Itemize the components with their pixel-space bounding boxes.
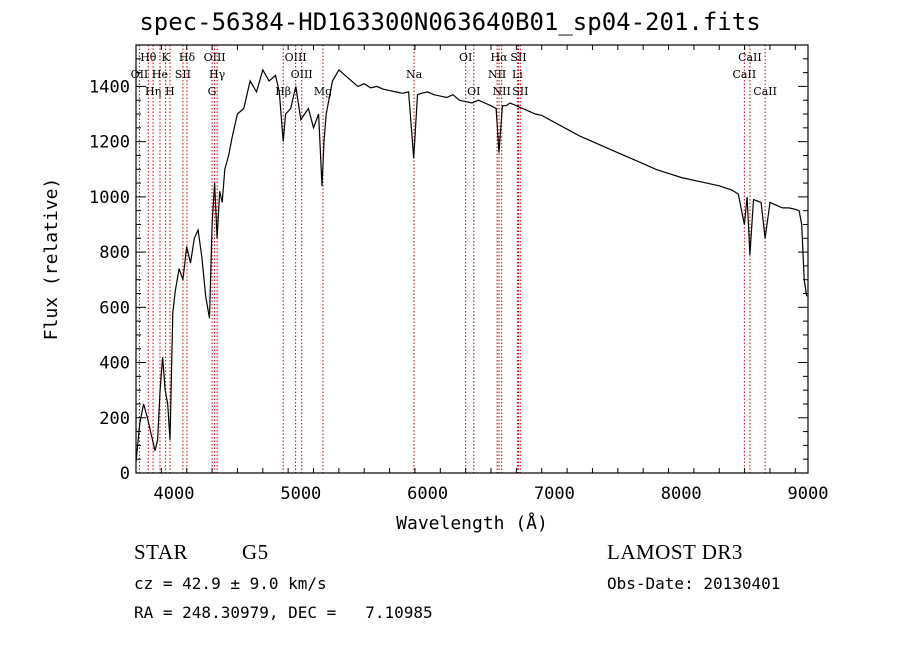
x-axis-label: Wavelength (Å): [396, 512, 548, 534]
redshift-text: cz = 42.9 ± 9.0 km/s: [134, 574, 327, 593]
line-label: Hα: [490, 51, 508, 64]
line-label: Hθ: [140, 51, 157, 64]
spectral-line-markers: [138, 45, 766, 473]
line-label: CaII: [733, 68, 757, 81]
line-label: G: [208, 85, 217, 98]
line-label: OIII: [204, 51, 226, 64]
x-tick-label: 9000: [788, 484, 829, 504]
coordinates-text: RA = 248.30979, DEC = 7.10985: [134, 603, 433, 622]
obs-date-text: Obs-Date: 20130401: [607, 574, 781, 593]
line-label: OI: [467, 85, 480, 98]
y-tick-label: 1000: [89, 188, 130, 208]
line-label: K: [162, 51, 171, 64]
y-tick-label: 0: [120, 464, 130, 484]
y-axis-label: Flux (relative): [41, 178, 62, 341]
x-tick-label: 7000: [534, 484, 575, 504]
line-label: OI: [459, 51, 472, 64]
line-label: NII: [493, 85, 511, 98]
line-label: H: [165, 85, 175, 98]
object-subclass: G5: [242, 540, 269, 564]
y-tick-label: 400: [99, 354, 130, 374]
line-label: CaII: [753, 85, 777, 98]
x-tick-label: 6000: [407, 484, 448, 504]
line-label: OIII: [291, 68, 313, 81]
spectrum-series-line: [135, 68, 808, 463]
line-label: He: [152, 68, 168, 81]
y-tick-label: 200: [99, 409, 130, 429]
line-label: SII: [175, 68, 191, 81]
line-label: SII: [510, 51, 526, 64]
x-tick-label: 8000: [661, 484, 702, 504]
x-axis-ticks: 4000 5000 6000 7000 8000 9000: [135, 45, 829, 504]
line-label: Na: [406, 68, 423, 81]
line-label: Hγ: [209, 68, 226, 81]
plot-frame: [135, 44, 809, 474]
x-tick-label: 4000: [154, 484, 195, 504]
chart-title: spec-56384-HD163300N063640B01_sp04-201.f…: [139, 8, 761, 36]
object-class: STAR: [134, 540, 188, 564]
line-label: NII: [488, 68, 506, 81]
line-label: Hδ: [179, 51, 196, 64]
x-tick-label: 5000: [280, 484, 321, 504]
line-label: Hη: [145, 85, 161, 98]
line-label: Li: [512, 68, 523, 81]
line-label: OII: [131, 68, 149, 81]
line-label: CaII: [738, 51, 762, 64]
y-tick-label: 800: [99, 243, 130, 263]
line-label: SII: [512, 85, 528, 98]
y-tick-label: 600: [99, 298, 130, 318]
survey-name: LAMOST DR3: [607, 540, 743, 564]
line-label: Mg: [314, 85, 332, 98]
y-axis-ticks: 0 200 400 600 800 1000 1200 1400: [89, 58, 808, 484]
line-label: OIII: [285, 51, 307, 64]
y-tick-label: 1200: [89, 133, 130, 153]
y-tick-label: 1400: [89, 77, 130, 97]
